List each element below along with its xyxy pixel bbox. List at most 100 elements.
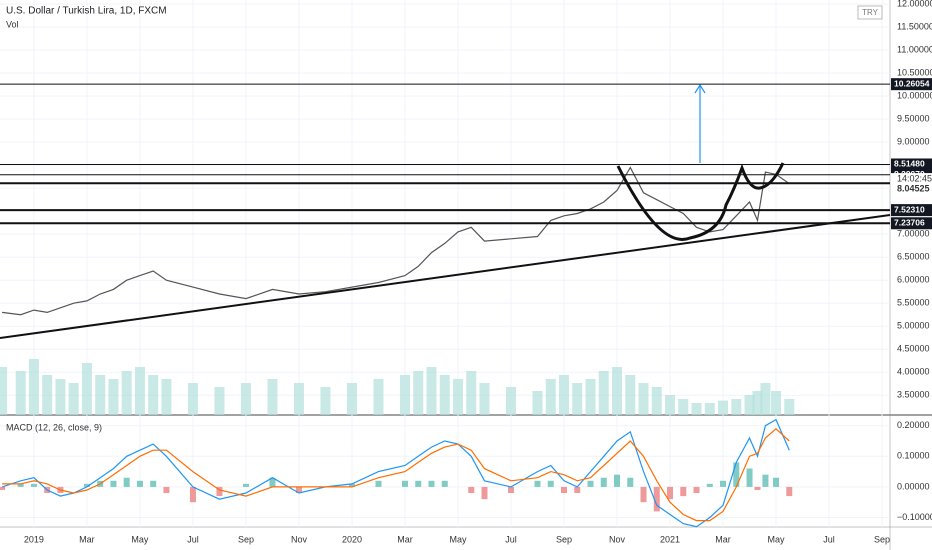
volume-bar	[612, 367, 623, 415]
macd-histogram-bar	[242, 483, 249, 487]
macd-tick-label: 0.10000	[897, 451, 930, 461]
x-tick-label: Mar	[79, 534, 95, 544]
macd-histogram-bar	[348, 483, 355, 487]
y-tick-label: 9.00000	[897, 137, 930, 147]
x-tick-label: Sep	[238, 534, 254, 544]
macd-histogram-bar	[468, 486, 475, 494]
level-label: 7.23706	[894, 218, 925, 228]
volume-bar	[68, 383, 79, 415]
macd-histogram-bar	[269, 477, 276, 487]
x-tick-label: May	[131, 534, 149, 544]
y-tick-label: 7.00000	[897, 229, 930, 239]
level-label-box	[891, 217, 932, 230]
macd-histogram-bar	[706, 483, 713, 487]
y-tick-label: 4.50000	[897, 344, 930, 354]
volume-bar	[731, 399, 742, 415]
volume-bar	[559, 375, 570, 415]
macd-tick-label: 0.00000	[897, 481, 930, 491]
price-line	[2, 166, 790, 316]
volume-bar	[665, 395, 676, 415]
macd-histogram-bar	[441, 480, 448, 487]
trend-line	[0, 214, 891, 339]
cup-handle-drawing	[616, 162, 785, 241]
volume-bar	[187, 383, 198, 415]
y-tick-label: 12.00000	[897, 0, 932, 9]
volume-label: Vol	[6, 19, 19, 29]
volume-bar	[28, 359, 39, 415]
x-tick-label: 2021	[660, 534, 680, 544]
macd-histogram-bar	[614, 474, 621, 487]
x-tick-label: May	[768, 534, 786, 544]
macd-histogram-bar	[110, 480, 117, 487]
macd-histogram-bar	[667, 486, 674, 500]
countdown: 14:02:45	[897, 173, 932, 183]
macd-histogram-bar	[746, 468, 753, 487]
volume-bar	[214, 387, 225, 415]
macd-histogram-bar	[30, 483, 37, 487]
macd-histogram-bar	[83, 483, 90, 487]
macd-tick-label: −0.10000	[897, 512, 932, 522]
volume-bar	[752, 391, 763, 415]
volume-bar	[452, 379, 463, 415]
level-label-box	[891, 204, 932, 217]
macd-histogram-bar	[720, 480, 727, 487]
macd-histogram-bar	[507, 486, 514, 494]
volume-bar	[691, 403, 702, 415]
volume-bar	[479, 383, 490, 415]
macd-histogram-bar	[786, 486, 793, 497]
x-tick-label: Sep	[874, 534, 890, 544]
volume-bar	[505, 387, 516, 415]
arrow-head	[694, 83, 706, 94]
volume-bar	[532, 391, 543, 415]
level-label: 8.51480	[894, 159, 925, 169]
y-tick-label: 10.50000	[897, 68, 932, 78]
chart-title: U.S. Dollar / Turkish Lira, 1D, FXCM	[6, 6, 167, 17]
macd-histogram-bar	[17, 483, 24, 487]
x-tick-label: Mar	[397, 534, 413, 544]
x-tick-label: 2020	[342, 534, 362, 544]
macd-histogram-bar	[773, 477, 780, 487]
volume-bar	[95, 375, 106, 415]
volume-bar	[760, 383, 771, 415]
macd-histogram-bar	[574, 486, 581, 494]
last-price-box	[891, 173, 932, 196]
macd-histogram-bar	[561, 486, 568, 494]
volume-bar	[240, 383, 251, 415]
volume-bar	[718, 400, 729, 415]
volume-bar	[545, 379, 556, 415]
x-tick-label: Sep	[556, 534, 572, 544]
macd-histogram-bar	[0, 486, 6, 490]
volume-bar	[651, 387, 662, 415]
y-tick-label: 3.50000	[897, 390, 930, 400]
macd-histogram-bar	[481, 486, 488, 500]
macd-histogram-bar	[693, 486, 700, 494]
y-tick-label: 10.00000	[897, 91, 932, 101]
volume-bar	[346, 383, 357, 415]
volume-bar	[744, 395, 755, 415]
volume-bar	[161, 379, 172, 415]
y-tick-label: 9.50000	[897, 114, 930, 124]
x-tick-label: Jul	[187, 534, 199, 544]
x-tick-label: May	[449, 534, 467, 544]
macd-histogram-bar	[547, 480, 554, 487]
volume-bar	[108, 379, 119, 415]
macd-histogram-bar	[733, 462, 740, 487]
macd-title: MACD (12, 26, close, 9)	[6, 422, 102, 432]
volume-bar	[704, 403, 715, 415]
macd-histogram-bar	[680, 486, 687, 497]
macd-histogram-bar	[627, 477, 634, 487]
volume-bar	[784, 399, 795, 415]
y-tick-label: 11.50000	[897, 22, 932, 32]
x-tick-label: Nov	[291, 534, 308, 544]
plot	[0, 0, 890, 528]
macd-histogram-bar	[163, 486, 170, 494]
macd-histogram-bar	[216, 486, 223, 497]
level-label: 10.26054	[894, 78, 930, 88]
volume-bar	[572, 383, 583, 415]
y-tick-label: 5.00000	[897, 321, 930, 331]
macd-histogram-bar	[415, 480, 422, 487]
volume-bar	[466, 371, 477, 415]
volume-bar	[439, 375, 450, 415]
volume-bar	[598, 371, 609, 415]
macd-tick-label: 0.20000	[897, 420, 930, 430]
